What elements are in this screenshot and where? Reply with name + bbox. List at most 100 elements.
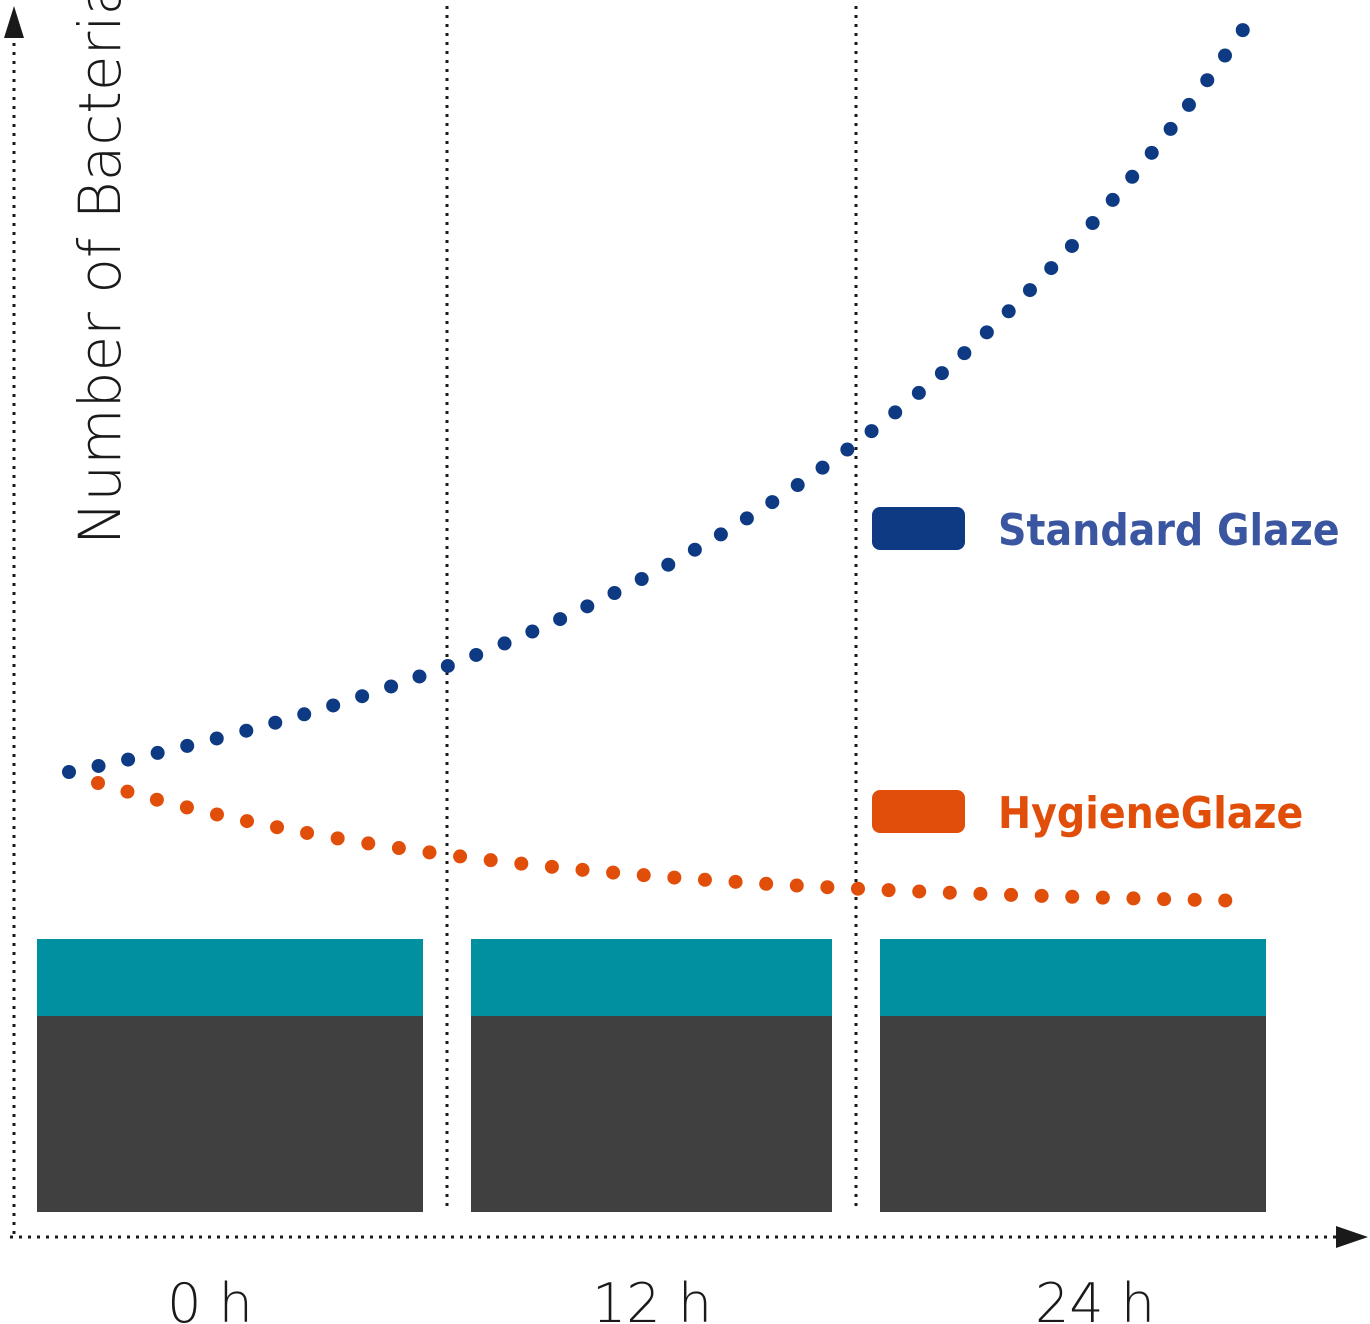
curve-dot xyxy=(1022,283,1037,298)
curve-dot xyxy=(469,647,484,662)
x-label: 0 h xyxy=(167,1272,253,1324)
curve-dot xyxy=(412,669,427,684)
curve-dot xyxy=(1126,891,1141,906)
curve-dot xyxy=(1044,261,1059,276)
curve-dot xyxy=(497,636,512,651)
curve-dot xyxy=(553,612,568,627)
curve-dot xyxy=(384,679,399,694)
curve-dot xyxy=(864,424,879,439)
curve-dot xyxy=(1187,892,1202,907)
curve-dot xyxy=(209,807,224,822)
curve-dot xyxy=(1157,892,1172,907)
curve-dot xyxy=(912,884,927,899)
curve-dot xyxy=(1125,169,1140,184)
curve-dot xyxy=(1095,890,1110,905)
curve-dot xyxy=(1144,145,1159,160)
curve-dot xyxy=(973,886,988,901)
curve-dot xyxy=(121,752,136,767)
curve-dot xyxy=(1181,97,1196,112)
legend-label: Standard Glaze xyxy=(998,505,1340,556)
curve-dot xyxy=(790,478,805,493)
curve-dot xyxy=(525,624,540,639)
x-arrow xyxy=(1336,1226,1368,1248)
curve-dot xyxy=(942,885,957,900)
curve-dot xyxy=(330,831,345,846)
glaze-layer xyxy=(37,939,423,1016)
curve-dot xyxy=(270,820,285,835)
curve-dot xyxy=(300,825,315,840)
curve-dot xyxy=(483,853,498,868)
curve-dot xyxy=(636,868,651,883)
curve-dot xyxy=(815,460,830,475)
curve-dot xyxy=(840,442,855,457)
curve-dot xyxy=(120,784,135,799)
curve-dot xyxy=(297,707,312,722)
curve-dot xyxy=(820,880,835,895)
curve-dot xyxy=(453,849,468,864)
curve-dot xyxy=(268,715,283,730)
x-label: 24 h xyxy=(1035,1272,1155,1324)
y-axis-label: Number of Bacteria xyxy=(66,0,134,545)
curve-dot xyxy=(1085,216,1100,231)
curve-dot xyxy=(149,792,164,807)
curve-dot xyxy=(91,758,106,773)
curve-dot xyxy=(759,876,774,891)
ceramic-body xyxy=(880,1016,1266,1212)
glaze-layer xyxy=(880,939,1266,1016)
legend-swatch xyxy=(872,790,965,833)
curve-dot xyxy=(1065,889,1080,904)
curve-dot xyxy=(1004,887,1019,902)
curve-dot xyxy=(514,856,529,871)
curve-dot xyxy=(575,862,590,877)
curves xyxy=(62,23,1250,908)
curve-dot xyxy=(911,385,926,400)
curve-dot xyxy=(979,325,994,340)
curve-dot xyxy=(881,883,896,898)
curve-dot xyxy=(326,698,341,713)
legend-swatch xyxy=(872,507,965,550)
curve-dot xyxy=(1200,73,1215,88)
curve-dot xyxy=(1105,192,1120,207)
curve-dot xyxy=(580,599,595,614)
curve-dot xyxy=(765,495,780,510)
curve-dot xyxy=(1217,48,1232,63)
curve-dot xyxy=(544,859,559,874)
glaze-layer xyxy=(471,939,832,1016)
curve-dot xyxy=(728,874,743,889)
curve-dot xyxy=(1235,23,1250,38)
curve-dot xyxy=(91,776,105,790)
curve-dot xyxy=(934,366,949,381)
curve-dot xyxy=(180,738,195,753)
curve-dot xyxy=(957,346,972,361)
curve-dot xyxy=(1001,304,1016,319)
slabs xyxy=(37,939,1266,1212)
curve-dot xyxy=(1064,238,1079,253)
curve-dot xyxy=(1163,121,1178,136)
curve-dot xyxy=(634,572,649,587)
curve-dot xyxy=(739,511,754,526)
curve-dot xyxy=(606,865,621,880)
curve-dot xyxy=(440,658,455,673)
ceramic-body xyxy=(471,1016,832,1212)
curve-dot xyxy=(888,405,903,420)
curve-dot xyxy=(713,527,728,542)
legend-label: HygieneGlaze xyxy=(998,788,1303,839)
curve-dot xyxy=(422,845,437,860)
y-arrow xyxy=(4,6,24,38)
curve-dot xyxy=(1218,893,1233,908)
curve-dot xyxy=(391,841,406,856)
ceramic-body xyxy=(37,1016,423,1212)
curve-dot xyxy=(661,557,676,572)
curve-dot xyxy=(361,836,376,851)
curve-dot xyxy=(789,878,804,893)
curve-dot xyxy=(687,542,702,557)
x-label: 12 h xyxy=(592,1272,712,1324)
curve-dot xyxy=(667,870,682,885)
curve-dot xyxy=(850,881,865,896)
curve-dot xyxy=(150,745,165,760)
curve-dot xyxy=(209,731,224,746)
curve-dot xyxy=(355,689,370,704)
curve-dot xyxy=(1034,888,1049,903)
